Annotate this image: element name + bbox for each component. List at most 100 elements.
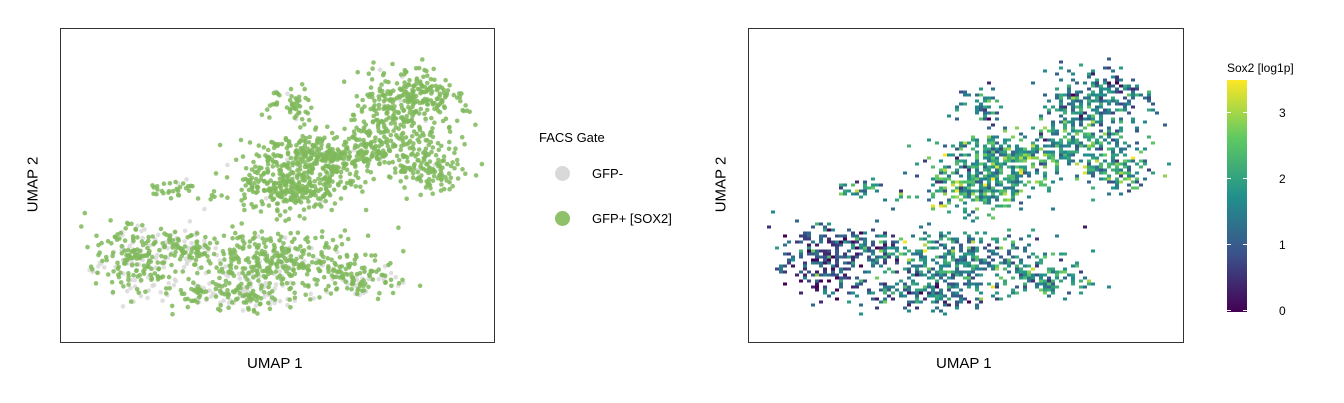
gfp-positive-point [258,209,264,214]
expression-hex-cell [1095,81,1099,85]
expression-hex-cell [1003,150,1007,154]
expression-hex-cell [1055,144,1059,148]
expression-hex-cell [939,201,943,205]
expression-hex-cell [1003,189,1007,193]
expression-hex-cell [783,264,787,268]
gfp-negative-point [135,223,141,229]
expression-hex-cell [983,192,987,196]
gfp-positive-point [298,125,303,130]
expression-hex-cell [1059,108,1063,112]
gfp-positive-point [306,117,312,123]
expression-hex-cell [907,288,911,292]
gfp-positive-point [185,296,190,302]
gfp-positive-point [400,115,405,120]
gfp-positive-point [452,150,457,156]
expression-hex-cell [975,282,979,286]
expression-hex-cell [995,252,999,256]
gfp-positive-point [150,254,155,260]
expression-hex-cell [1031,153,1035,157]
expression-hex-cell [1087,162,1091,166]
expression-hex-cell [955,237,959,241]
expression-hex-cell [995,204,999,208]
expression-hex-cell [927,285,931,289]
expression-hex-cell [1047,99,1051,103]
expression-hex-cell [931,294,935,298]
expression-hex-cell [1059,102,1063,106]
gfp-positive-point [401,153,406,158]
gfp-positive-point [286,216,292,222]
gfp-positive-point [370,66,375,71]
gfp-positive-point [297,156,303,161]
expression-hex-cell [1047,186,1051,190]
gfp-negative-point [184,177,189,182]
gfp-positive-point [255,170,260,176]
expression-hex-cell [1087,171,1091,175]
expression-hex-cell [963,261,967,265]
expression-hex-cell [1003,129,1007,133]
expression-hex-cell [995,237,999,241]
expression-hex-cell [939,168,943,172]
gfp-positive-point [427,159,433,164]
gfp-positive-point [170,311,175,317]
expression-hex-cell [963,153,967,157]
gfp-positive-point [411,129,417,134]
expression-hex-cell [943,261,947,265]
expression-hex-cell [1083,285,1087,289]
expression-hex-cell [1063,120,1067,124]
expression-hex-cell [855,234,859,238]
expression-hex-cell [1051,270,1055,274]
expression-hex-cell [1039,117,1043,121]
gfp-positive-point [259,199,264,204]
gfp-positive-point [341,275,346,281]
expression-hex-cell [811,273,815,277]
expression-hex-cell [1143,147,1147,151]
expression-hex-cell [1111,99,1115,103]
expression-hex-cell [975,138,979,142]
gfp-positive-point [187,253,192,258]
expression-hex-cell [927,198,931,202]
gfp-positive-point [330,164,335,169]
expression-hex-cell [987,282,991,286]
gfp-positive-point [252,253,258,259]
gfp-positive-point [343,279,349,284]
gfp-positive-point [370,119,376,125]
expression-hex-cell [1083,276,1087,280]
gfp-positive-point [259,112,265,118]
expression-hex-cell [1099,90,1103,94]
expression-hex-cell [819,273,823,277]
gfp-positive-point [265,147,271,153]
expression-hex-cell [943,252,947,256]
expression-hex-cell [1075,138,1079,142]
gfp-positive-point [301,248,307,253]
gfp-positive-point [265,180,271,185]
gfp-positive-point [286,249,291,254]
gfp-positive-point [439,182,444,187]
expression-hex-cell [859,279,863,283]
expression-hex-cell [991,285,995,289]
expression-hex-cell [1063,93,1067,97]
expression-hex-cell [1063,252,1067,256]
gfp-positive-point [381,130,386,135]
expression-hex-cell [903,171,907,175]
expression-hex-cell [939,171,943,175]
gfp-positive-point [95,270,100,276]
expression-hex-cell [999,147,1003,151]
gfp-positive-point [266,300,271,306]
gfp-positive-point [323,186,329,191]
gfp-positive-point [268,236,273,241]
expression-hex-cell [803,267,807,271]
expression-hex-cell [935,291,939,295]
expression-hex-cell [963,162,967,166]
gfp-positive-point [360,189,365,194]
expression-hex-cell [975,273,979,277]
gfp-positive-point [275,201,280,206]
expression-hex-cell [883,258,887,262]
expression-hex-cell [807,279,811,283]
gfp-positive-point [344,180,350,186]
expression-hex-cell [943,189,947,193]
gfp-positive-point [85,244,90,250]
expression-hex-cell [991,177,995,181]
expression-hex-cell [975,246,979,250]
expression-hex-cell [959,297,963,301]
expression-hex-cell [1119,117,1123,121]
